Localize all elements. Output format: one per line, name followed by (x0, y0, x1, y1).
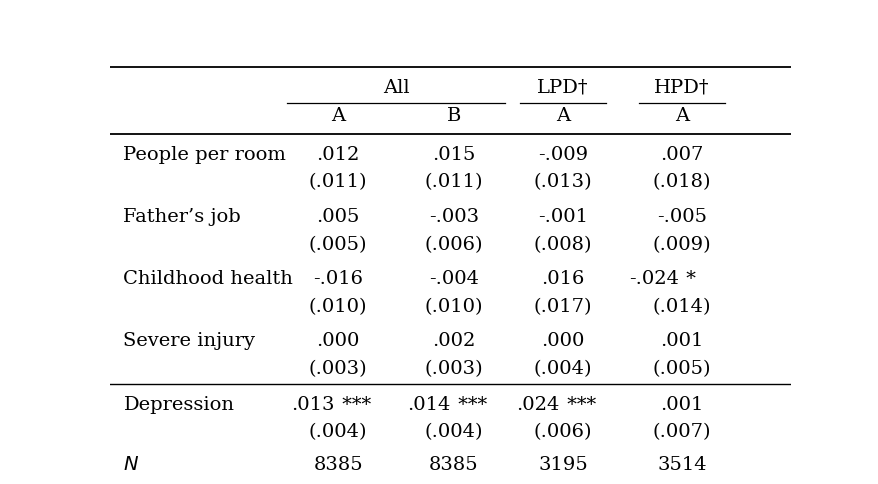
Text: $\it{N}$: $\it{N}$ (123, 456, 140, 474)
Text: ***: *** (451, 395, 486, 413)
Text: -.004: -.004 (428, 270, 479, 287)
Text: (.004): (.004) (533, 360, 592, 378)
Text: .012: .012 (316, 146, 359, 164)
Text: (.010): (.010) (424, 298, 483, 316)
Text: .007: .007 (659, 146, 703, 164)
Text: .005: .005 (316, 208, 359, 226)
Text: (.006): (.006) (533, 424, 592, 441)
Text: .000: .000 (316, 332, 359, 349)
Text: (.017): (.017) (533, 298, 592, 316)
Text: A: A (331, 107, 345, 125)
Text: .024: .024 (515, 395, 559, 413)
Text: A: A (555, 107, 569, 125)
Text: A: A (674, 107, 688, 125)
Text: (.014): (.014) (652, 298, 710, 316)
Text: LPD†: LPD† (536, 79, 588, 97)
Text: -.001: -.001 (537, 208, 587, 226)
Text: 3195: 3195 (537, 456, 587, 474)
Text: (.004): (.004) (424, 424, 483, 441)
Text: People per room: People per room (123, 146, 286, 164)
Text: (.004): (.004) (308, 424, 367, 441)
Text: .014: .014 (407, 395, 450, 413)
Text: 8385: 8385 (313, 456, 363, 474)
Text: .013: .013 (291, 395, 335, 413)
Text: Childhood health: Childhood health (123, 270, 293, 287)
Text: (.013): (.013) (533, 174, 592, 192)
Text: .000: .000 (541, 332, 584, 349)
Text: (.006): (.006) (424, 236, 483, 254)
Text: (.005): (.005) (308, 236, 367, 254)
Text: (.009): (.009) (652, 236, 710, 254)
Text: .001: .001 (659, 395, 703, 413)
Text: .015: .015 (432, 146, 475, 164)
Text: HPD†: HPD† (653, 79, 709, 97)
Text: Severe injury: Severe injury (123, 332, 255, 349)
Text: -.024: -.024 (628, 270, 678, 287)
Text: (.011): (.011) (424, 174, 483, 192)
Text: -.003: -.003 (428, 208, 479, 226)
Text: B: B (446, 107, 461, 125)
Text: All: All (382, 79, 409, 97)
Text: .001: .001 (659, 332, 703, 349)
Text: -.016: -.016 (313, 270, 363, 287)
Text: (.003): (.003) (424, 360, 483, 378)
Text: (.010): (.010) (308, 298, 367, 316)
Text: Father’s job: Father’s job (123, 208, 241, 226)
Text: (.018): (.018) (652, 174, 710, 192)
Text: .016: .016 (541, 270, 584, 287)
Text: *: * (680, 270, 695, 287)
Text: (.003): (.003) (308, 360, 367, 378)
Text: .002: .002 (432, 332, 475, 349)
Text: -.009: -.009 (537, 146, 587, 164)
Text: (.011): (.011) (308, 174, 367, 192)
Text: -.005: -.005 (657, 208, 706, 226)
Text: 3514: 3514 (657, 456, 706, 474)
Text: (.007): (.007) (652, 424, 710, 441)
Text: ***: *** (335, 395, 371, 413)
Text: (.008): (.008) (533, 236, 592, 254)
Text: 8385: 8385 (428, 456, 479, 474)
Text: (.005): (.005) (652, 360, 710, 378)
Text: ***: *** (560, 395, 595, 413)
Text: Depression: Depression (123, 395, 234, 413)
